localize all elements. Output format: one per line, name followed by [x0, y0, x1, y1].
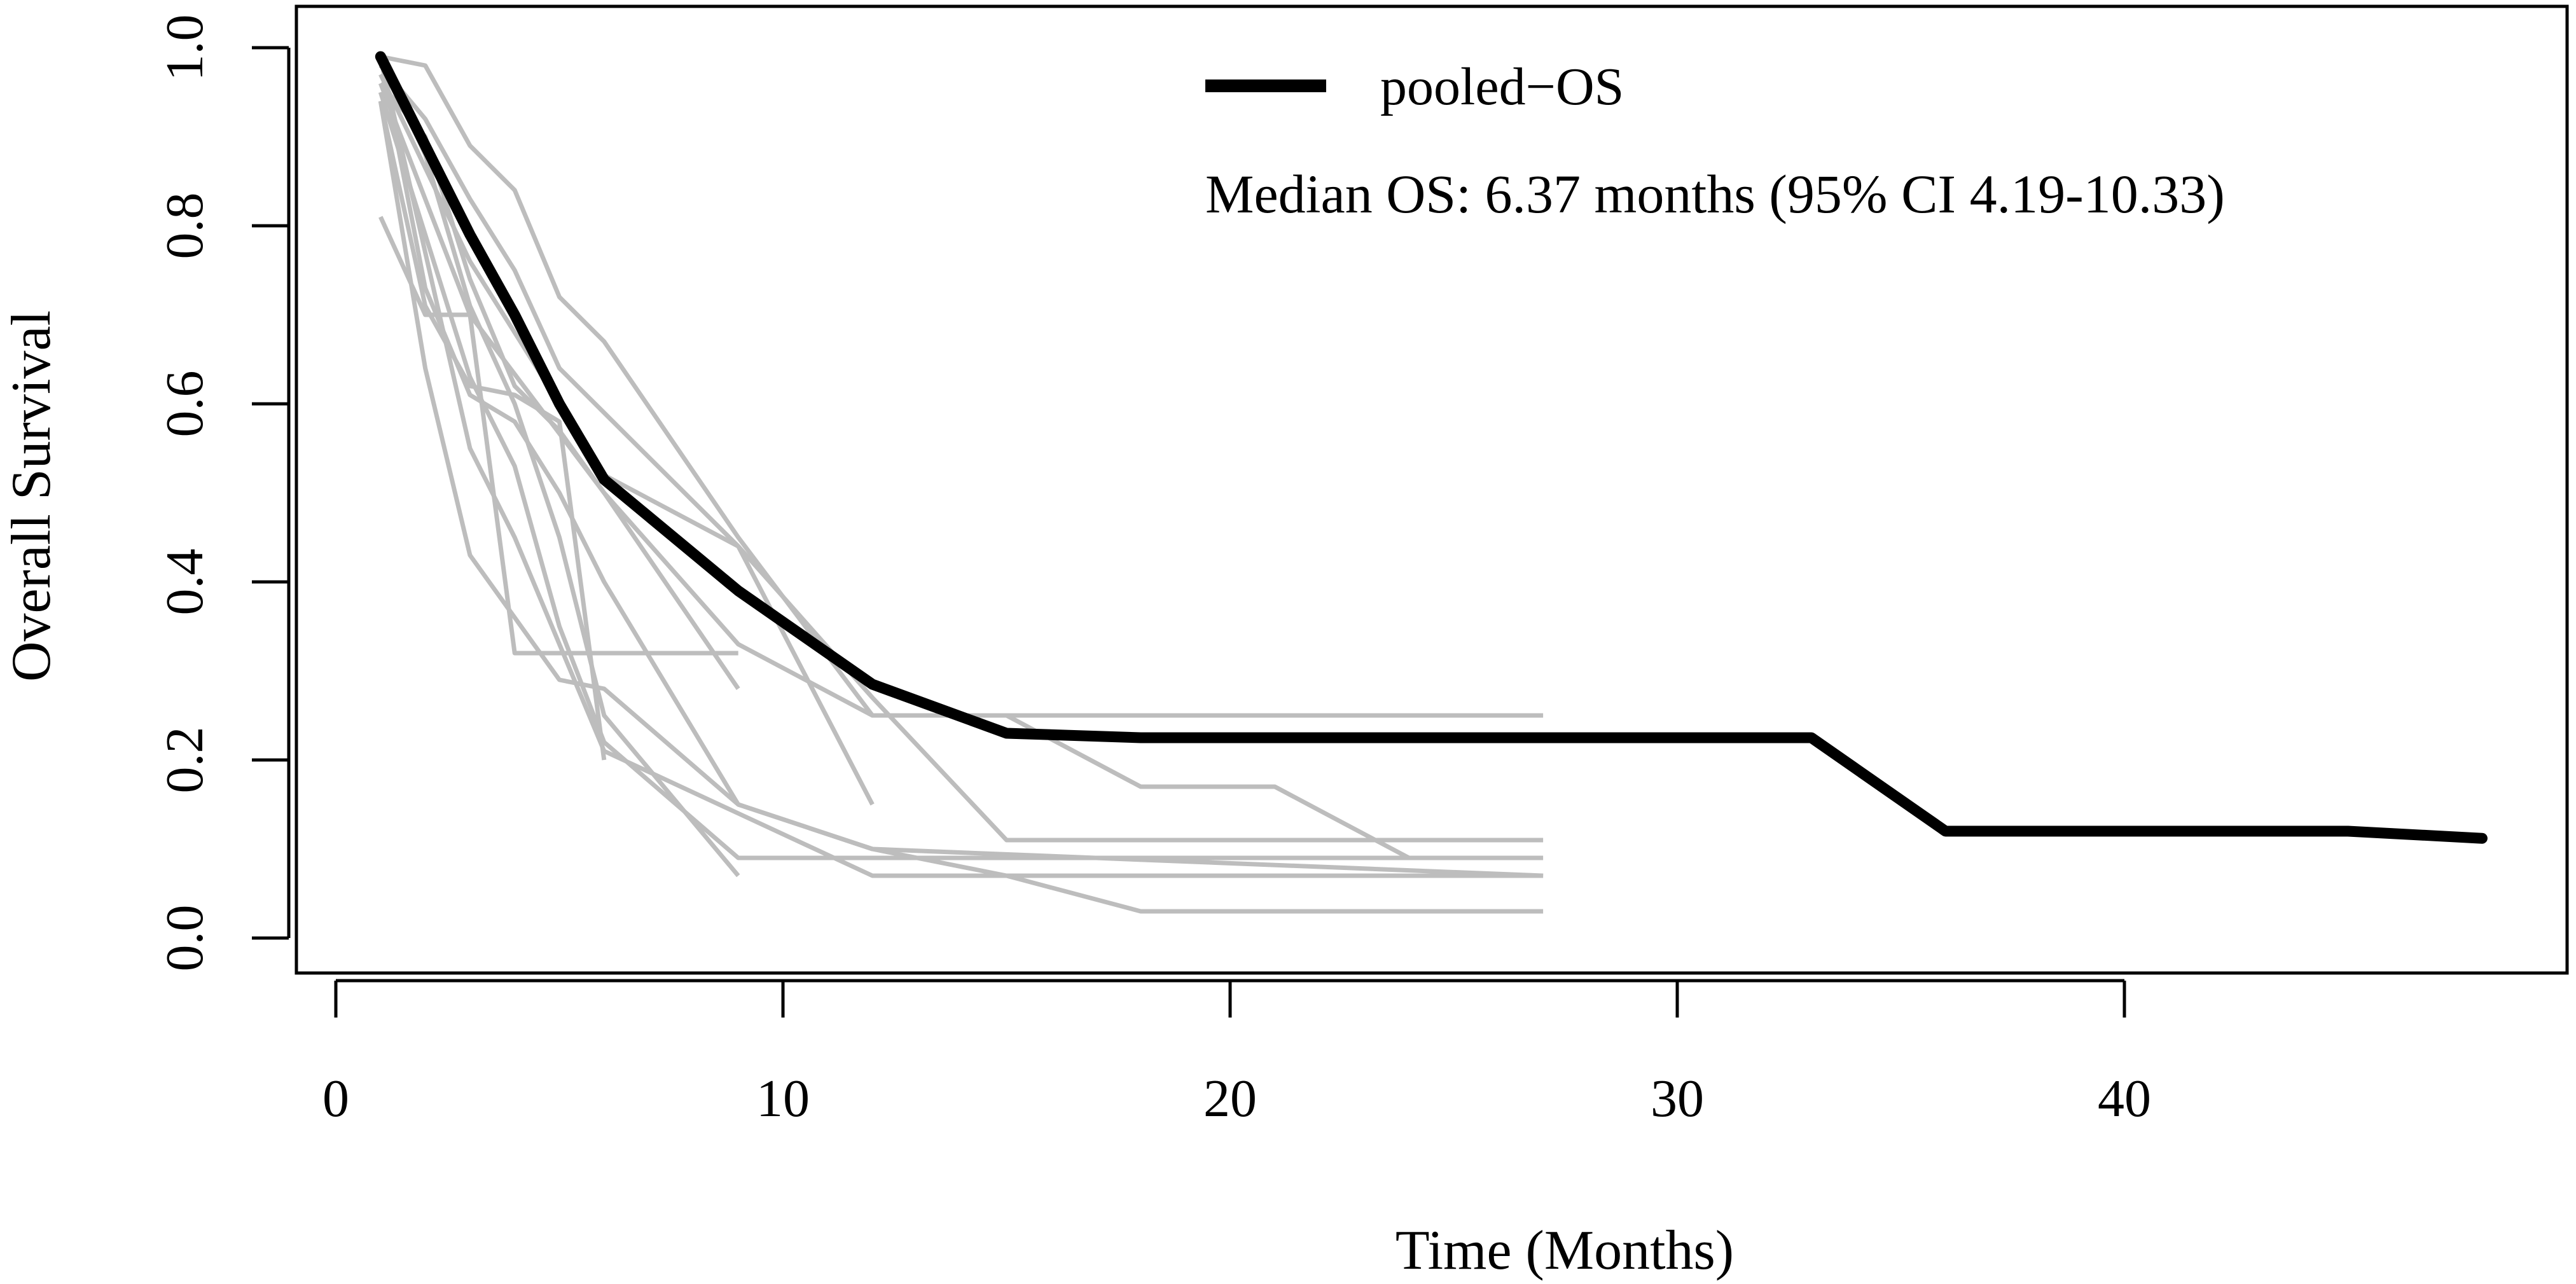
x-tick-label-30: 30: [1651, 1069, 1704, 1128]
legend: pooled−OS: [1205, 57, 1624, 116]
x-tick-label-10: 10: [756, 1069, 810, 1128]
y-tick-label-0.2: 0.2: [155, 727, 214, 794]
study-line-study-11: [378, 56, 1544, 914]
x-tick-label-20: 20: [1203, 1069, 1257, 1128]
x-axis: 0 10 20 30 40: [322, 979, 2151, 1128]
x-tick-label-40: 40: [2098, 1069, 2151, 1128]
pooled-os-line: [375, 51, 2488, 844]
y-tick-label-0.4: 0.4: [155, 549, 214, 616]
x-tick-label-0: 0: [322, 1069, 349, 1128]
plot-frame: [294, 4, 2569, 975]
y-tick-label-0.8: 0.8: [155, 193, 214, 259]
pooled-curve: [375, 51, 2488, 844]
x-axis-title: Time (Months): [1395, 1220, 1734, 1281]
study-line-study-5: [378, 82, 1544, 718]
study-line-study-10: [378, 56, 1544, 878]
study-line-study-6: [378, 100, 607, 761]
study-line-study-7: [378, 91, 1544, 860]
y-axis: 0.0 0.2 0.4 0.6 0.8 1.0: [155, 15, 291, 972]
study-line-study-12: [378, 55, 740, 878]
legend-label: pooled−OS: [1380, 57, 1624, 116]
study-line-study-1: [380, 54, 1410, 860]
y-axis-title: Overall Survival: [1, 310, 62, 682]
y-tick-label-1.0: 1.0: [155, 15, 214, 81]
study-line-study-3: [378, 73, 1544, 843]
study-line-study-2: [378, 64, 875, 806]
y-tick-label-0.6: 0.6: [155, 371, 214, 438]
y-tick-label-0.0: 0.0: [155, 905, 214, 972]
median-os-annotation: Median OS: 6.37 months (95% CI 4.19-10.3…: [1205, 163, 2225, 224]
